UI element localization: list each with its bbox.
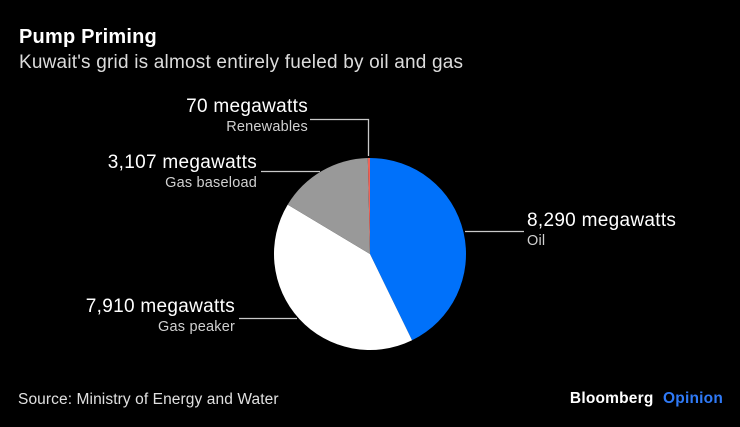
leader-lines bbox=[239, 118, 524, 320]
callout-gas-baseload-value: 3,107 megawatts bbox=[107, 152, 257, 173]
callout-oil-value: 8,290 megawatts bbox=[527, 210, 677, 231]
callout-renewables: 70 megawatts Renewables bbox=[186, 97, 308, 136]
callout-gas-baseload: 3,107 megawatts Gas baseload bbox=[108, 153, 257, 192]
pie-group bbox=[273, 157, 467, 351]
source-attribution: Source: Ministry of Energy and Water bbox=[18, 391, 279, 408]
callout-oil-label: Oil bbox=[527, 233, 546, 249]
pie-slice-renewables bbox=[367, 157, 370, 254]
callout-gas-peaker: 7,910 megawatts Gas peaker bbox=[86, 297, 235, 336]
callout-oil: 8,290 megawatts Oil bbox=[527, 211, 676, 250]
callout-renewables-value: 70 megawatts bbox=[186, 96, 308, 117]
pie-slice-gas-peaker bbox=[273, 204, 413, 351]
chart-header: Pump Priming Kuwait's grid is almost ent… bbox=[19, 25, 463, 74]
callout-renewables-label: Renewables bbox=[226, 119, 308, 135]
bloomberg-wordmark: Bloomberg bbox=[569, 390, 654, 407]
chart-title: Pump Priming bbox=[19, 26, 157, 48]
leader-line-renewables bbox=[310, 118, 370, 156]
pie-slice-gas-baseload bbox=[287, 158, 370, 254]
chart-subtitle: Kuwait's grid is almost entirely fueled … bbox=[19, 52, 464, 73]
opinion-wordmark: Opinion bbox=[663, 390, 723, 407]
bloomberg-opinion-logo: Bloomberg Opinion bbox=[570, 390, 723, 408]
pie-slice-oil bbox=[370, 157, 467, 341]
callout-gas-peaker-value: 7,910 megawatts bbox=[85, 296, 235, 317]
callout-gas-peaker-label: Gas peaker bbox=[158, 319, 235, 335]
callout-gas-baseload-label: Gas baseload bbox=[165, 175, 257, 191]
chart-footer: Source: Ministry of Energy and Water Blo… bbox=[0, 388, 740, 418]
